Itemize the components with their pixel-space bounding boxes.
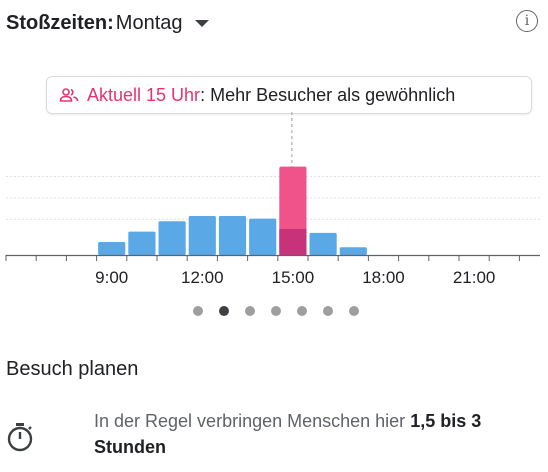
pager-dot[interactable] — [219, 306, 229, 316]
day-pager — [0, 306, 548, 316]
popular-times-title: Stoßzeiten: — [6, 11, 114, 34]
usual-bar — [249, 218, 277, 255]
info-icon[interactable]: i — [516, 10, 538, 32]
info-glyph: i — [524, 13, 530, 29]
pager-dot[interactable] — [349, 306, 359, 316]
usual-bar — [339, 247, 367, 255]
current-time-label: Aktuell 15 Uhr — [87, 84, 201, 105]
x-tick-label: 15:00 — [272, 268, 315, 287]
visit-duration-text: In der Regel verbringen Menschen hier 1,… — [94, 408, 534, 460]
pager-dot[interactable] — [245, 306, 255, 316]
x-tick-label: 18:00 — [362, 268, 405, 287]
pager-dot[interactable] — [193, 306, 203, 316]
pager-dot[interactable] — [323, 306, 333, 316]
popular-times-header: Stoßzeiten: Montag — [6, 8, 209, 38]
visit-duration-value: 1,5 bis 3 Stunden — [94, 411, 482, 457]
pager-dot[interactable] — [271, 306, 281, 316]
x-tick-label: 9:00 — [95, 268, 128, 287]
x-tick-label: 21:00 — [453, 268, 496, 287]
people-icon — [59, 88, 79, 102]
usual-bar — [98, 242, 126, 255]
usual-bar — [218, 216, 247, 255]
usual-bar-overlap — [279, 229, 307, 255]
callout-separator: : — [200, 84, 206, 105]
dropdown-caret-icon — [194, 19, 209, 27]
usual-bar — [188, 216, 216, 255]
stopwatch-icon — [7, 423, 33, 452]
visit-duration-prefix: In der Regel verbringen Menschen hier — [94, 411, 411, 431]
pager-dot[interactable] — [297, 306, 307, 316]
x-tick-label: 12:00 — [181, 268, 224, 287]
usual-bar — [158, 221, 186, 255]
day-selector[interactable]: Montag — [116, 12, 209, 35]
plan-visit-heading: Besuch planen — [6, 358, 139, 380]
usual-bar — [128, 231, 156, 255]
popular-times-chart: 9:00 12:00 15:00 18:00 21:00 — [5, 112, 540, 287]
live-busyness-callout: Aktuell 15 Uhr : Mehr Besucher als gewöh… — [46, 76, 532, 114]
busyness-message: Mehr Besucher als gewöhnlich — [210, 84, 456, 105]
usual-bar — [309, 232, 337, 255]
selected-day: Montag — [115, 11, 183, 34]
